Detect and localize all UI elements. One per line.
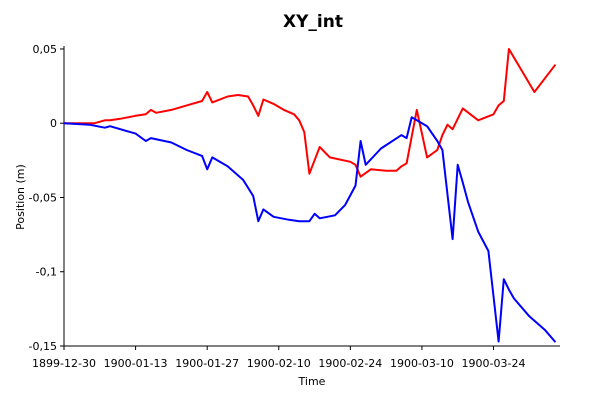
x-axis-ticks: 1899-12-30 1900-01-13 1900-01-27 1900-02-10…: [32, 346, 525, 370]
y-tick-label: -0,1: [36, 266, 57, 279]
series-line-red: [63, 48, 556, 178]
x-tick-label: 1900-01-13: [104, 357, 168, 370]
chart-title: XY_int: [283, 12, 343, 32]
x-tick-label: 1900-02-10: [247, 357, 311, 370]
x-tick-label: 1900-02-24: [318, 357, 382, 370]
y-tick-label: -0,05: [29, 191, 57, 204]
y-tick-label: -0,15: [29, 340, 57, 353]
y-axis-label: Position (m): [14, 164, 27, 230]
y-tick-label: 0: [50, 117, 57, 130]
y-tick-label: 0,05: [33, 43, 58, 56]
x-tick-label: 1900-01-27: [175, 357, 239, 370]
axes: [63, 46, 560, 347]
x-axis-label: Time: [298, 375, 326, 388]
x-tick-label: 1900-03-10: [390, 357, 454, 370]
y-axis-ticks: 0,05 0 -0,05 -0,1 -0,15: [29, 43, 64, 353]
series-line-blue: [63, 116, 556, 343]
x-tick-label: 1899-12-30: [32, 357, 96, 370]
x-tick-label: 1900-03-24: [462, 357, 526, 370]
series-lines: [63, 48, 556, 343]
